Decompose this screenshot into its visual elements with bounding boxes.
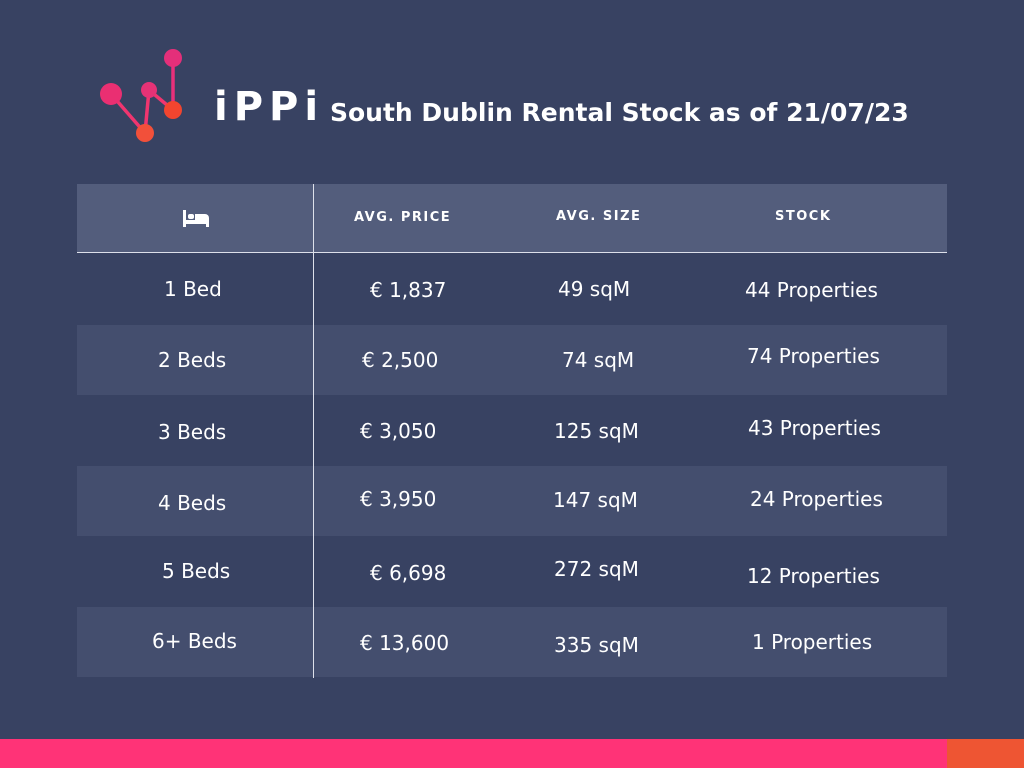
bed-icon bbox=[183, 210, 209, 227]
cell-beds: 1 Bed bbox=[164, 277, 222, 301]
cell-beds: 2 Beds bbox=[158, 348, 227, 372]
cell-beds: 6+ Beds bbox=[152, 629, 237, 653]
table-row bbox=[77, 325, 947, 395]
cell-stock: 74 Properties bbox=[747, 344, 880, 368]
cell-price: € 3,950 bbox=[360, 487, 437, 511]
cell-price: € 1,837 bbox=[370, 278, 447, 302]
table-row bbox=[77, 466, 947, 536]
cell-size: 147 sqM bbox=[553, 488, 638, 512]
header-avg-price: AVG. PRICE bbox=[354, 210, 452, 225]
table-header-band bbox=[77, 184, 947, 252]
cell-stock: 44 Properties bbox=[745, 278, 878, 302]
bottom-accent-bar-pink bbox=[0, 739, 947, 768]
cell-price: € 13,600 bbox=[360, 631, 450, 655]
cell-stock: 43 Properties bbox=[748, 416, 881, 440]
cell-size: 125 sqM bbox=[554, 419, 639, 443]
cell-size: 272 sqM bbox=[554, 557, 639, 581]
cell-stock: 24 Properties bbox=[750, 487, 883, 511]
page-title: South Dublin Rental Stock as of 21/07/23 bbox=[330, 98, 909, 127]
cell-beds: 4 Beds bbox=[158, 491, 227, 515]
header-stock: STOCK bbox=[775, 209, 832, 224]
cell-size: 74 sqM bbox=[562, 348, 635, 372]
cell-size: 49 sqM bbox=[558, 277, 631, 301]
cell-stock: 1 Properties bbox=[752, 630, 873, 654]
brand-name: iPPi bbox=[214, 84, 325, 130]
header-avg-size: AVG. SIZE bbox=[556, 209, 642, 224]
cell-price: € 2,500 bbox=[362, 348, 439, 372]
cell-beds: 5 Beds bbox=[162, 559, 231, 583]
cell-beds: 3 Beds bbox=[158, 420, 227, 444]
column-divider bbox=[313, 184, 314, 678]
cell-stock: 12 Properties bbox=[747, 564, 880, 588]
network-nodes-logo-icon bbox=[100, 49, 182, 142]
cell-size: 335 sqM bbox=[554, 633, 639, 657]
cell-price: € 6,698 bbox=[370, 561, 447, 585]
header-divider bbox=[77, 252, 947, 253]
table-row bbox=[77, 607, 947, 677]
bottom-accent-bar-orange bbox=[947, 739, 1024, 768]
cell-price: € 3,050 bbox=[360, 419, 437, 443]
